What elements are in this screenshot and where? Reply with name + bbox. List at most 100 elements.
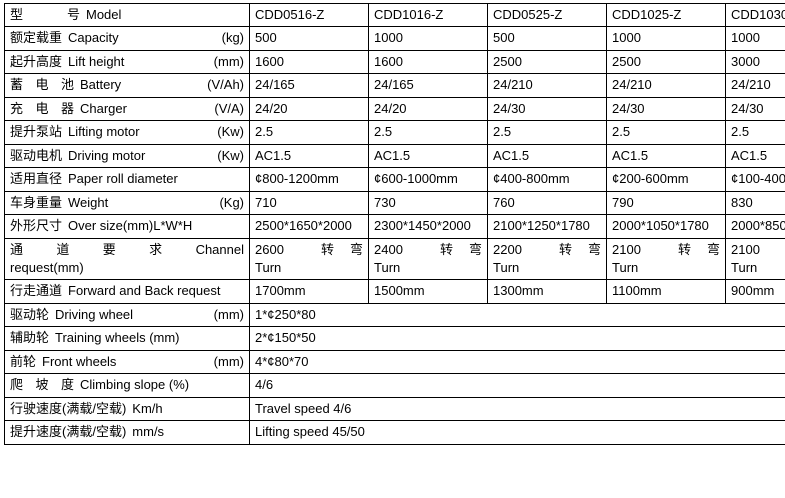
table-cell: 24/30 <box>487 96 607 122</box>
table-row-front-wheels: 前轮 Front wheels (mm) 4*¢80*70 <box>4 349 785 375</box>
label-en: Weight <box>68 194 109 210</box>
channel-turn-en: Turn <box>255 259 282 275</box>
label-cn: 前轮 <box>10 353 37 369</box>
table-cell: 2400 转弯 Turn <box>368 237 488 281</box>
table-cell: ¢200-600mm <box>606 167 726 192</box>
label-en: Over size(mm)L*W*H <box>68 218 193 234</box>
table-row-over-size: 外形尺寸 Over size(mm)L*W*H 2500*1650*2000 2… <box>4 214 785 239</box>
row-label-lifting-speed: 提升速度(满载/空载) mm/s <box>4 420 250 445</box>
channel-value: 2100 <box>612 241 641 257</box>
label-cn: 额定载重 <box>10 30 63 46</box>
table-row-lifting-speed: 提升速度(满载/空载) mm/s Lifting speed 45/50 <box>4 420 785 445</box>
channel-turn-cn: 转弯 <box>439 241 482 257</box>
channel-value: 2600 <box>255 241 284 257</box>
table-cell-merged: 2*¢150*50 <box>249 326 785 351</box>
table-cell: 2.5 <box>725 120 785 145</box>
table-cell: 1000 <box>725 26 785 51</box>
table-row-channel-request: 通 道 要 求 Channel request(mm) 2600 转弯 Turn <box>4 237 785 281</box>
label-cn-char: 型 <box>10 7 24 22</box>
table-cell: 1600 <box>368 49 488 75</box>
table-cell: 1600 <box>249 49 369 75</box>
table-cell: 500 <box>249 26 369 51</box>
table-cell: 24/20 <box>249 96 369 122</box>
channel-turn-en: Turn <box>374 259 401 275</box>
table-cell: 2100 转弯 Turn <box>606 237 726 281</box>
label-unit: (Kw) <box>217 124 244 140</box>
label-cn-char: 电 <box>35 100 49 116</box>
row-label-travel-speed: 行驶速度(满载/空载) Km/h <box>4 396 250 422</box>
table-row-forward-back-request: 行走通道 Forward and Back request 1700mm 150… <box>4 279 785 304</box>
channel-value: 2400 <box>374 241 403 257</box>
row-label-channel-request: 通 道 要 求 Channel request(mm) <box>4 237 250 281</box>
row-label-climbing-slope: 爬坡度 Climbing slope (%) <box>4 373 250 398</box>
table-cell-merged: 4/6 <box>249 373 785 398</box>
table-cell: 2000*850*2050 <box>725 214 785 239</box>
label-cn-char: 器 <box>60 100 74 116</box>
table-cell: 24/20 <box>368 96 488 122</box>
table-cell: 24/210 <box>725 73 785 98</box>
label-en: mm/s <box>132 424 165 440</box>
label-en: Training wheels (mm) <box>55 330 180 346</box>
label-en: Charger <box>80 100 127 116</box>
table-cell: 1100mm <box>606 279 726 304</box>
table-cell: 790 <box>606 190 726 216</box>
table-cell-merged: Lifting speed 45/50 <box>249 420 785 445</box>
table-row-training-wheels: 辅助轮 Training wheels (mm) 2*¢150*50 <box>4 326 785 351</box>
label-en: Model <box>86 7 122 22</box>
channel-turn-en: Turn <box>612 259 639 275</box>
label-unit: (V/Ah) <box>207 77 244 93</box>
label-cn: 提升泵站 <box>10 124 63 140</box>
table-row-battery: 蓄电池 Battery (V/Ah) 24/165 24/165 24/210 … <box>4 73 785 98</box>
label-en: Lift height <box>68 53 125 69</box>
table-cell: 2100*1250*1780 <box>487 214 607 239</box>
table-cell: ¢100-400mm <box>725 167 785 192</box>
table-cell: 1000 <box>368 26 488 51</box>
table-cell-merged: 4*¢80*70 <box>249 349 785 375</box>
table-cell: 3000 <box>725 49 785 75</box>
row-label-charger: 充电器 Charger (V/A) <box>4 96 250 122</box>
table-cell: ¢400-800mm <box>487 167 607 192</box>
table-cell: 1500mm <box>368 279 488 304</box>
label-cn: 驱动电机 <box>10 147 63 163</box>
label-cn-char: 求 <box>149 241 163 257</box>
table-cell: 730 <box>368 190 488 216</box>
label-en: Paper roll diameter <box>68 171 178 187</box>
table-cell-merged: 1*¢250*80 <box>249 302 785 328</box>
label-unit: (Kg) <box>219 194 244 210</box>
table-cell: 2000*1050*1780 <box>606 214 726 239</box>
table-cell: AC1.5 <box>368 143 488 169</box>
row-label-paper-roll-diameter: 适用直径 Paper roll diameter <box>4 167 250 192</box>
channel-turn-cn: 转弯 <box>320 241 363 257</box>
label-en: Driving motor <box>68 147 146 163</box>
channel-turn-cn: 转弯 <box>677 241 720 257</box>
label-unit: (V/A) <box>214 100 244 116</box>
label-cn: 驱动轮 <box>10 306 50 322</box>
table-cell: 2200 转弯 Turn <box>487 237 607 281</box>
row-label-capacity: 额定载重 Capacity (kg) <box>4 26 250 51</box>
row-label-forward-back-request: 行走通道 Forward and Back request <box>4 279 250 304</box>
table-cell: 2500*1650*2000 <box>249 214 369 239</box>
label-cn: 外形尺寸 <box>10 218 63 234</box>
label-unit: (mm) <box>213 353 244 369</box>
table-cell: 24/210 <box>606 73 726 98</box>
label-en: Km/h <box>132 400 163 416</box>
label-en: Lifting motor <box>68 124 140 140</box>
table-cell: 2500 <box>487 49 607 75</box>
label-cn-char: 道 <box>56 241 70 257</box>
label-cn: 提升速度(满载/空载) <box>10 424 127 440</box>
table-cell: 710 <box>249 190 369 216</box>
label-cn-char: 蓄 <box>10 77 24 93</box>
table-row-climbing-slope: 爬坡度 Climbing slope (%) 4/6 <box>4 373 785 398</box>
table-cell: 2.5 <box>249 120 369 145</box>
table-cell: 24/30 <box>725 96 785 122</box>
table-cell: ¢600-1000mm <box>368 167 488 192</box>
table-cell: 1000 <box>606 26 726 51</box>
label-cn-char: 坡 <box>35 377 49 393</box>
label-cn-char: 爬 <box>10 377 24 393</box>
table-cell: CDD1025-Z <box>606 2 726 28</box>
label-cn-char: 号 <box>66 7 80 22</box>
table-cell: AC1.5 <box>487 143 607 169</box>
label-cn: 行驶速度(满载/空载) <box>10 400 127 416</box>
table-cell: 24/165 <box>249 73 369 98</box>
